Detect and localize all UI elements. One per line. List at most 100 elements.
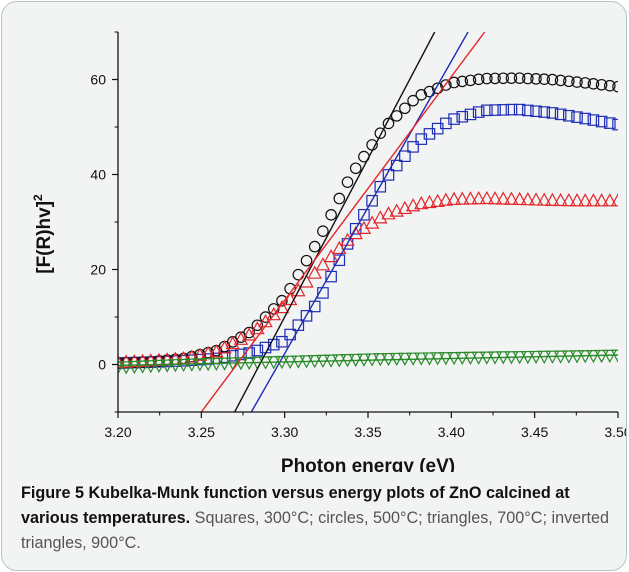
plot-area — [118, 32, 618, 412]
series-1-marker — [563, 75, 575, 88]
chart: 3.20 3.25 3.30 3.35 3.40 3.45 3.50 0 20 40 60 Phot… — [31, 31, 627, 472]
series-0-marker — [448, 113, 460, 125]
series-2-marker — [291, 283, 306, 297]
series-2-marker — [537, 192, 552, 206]
figure-caption: Figure 5 Kubelka-Munk function versus en… — [21, 481, 621, 556]
series-3-marker — [159, 359, 175, 373]
series-2-marker — [569, 193, 585, 207]
series-3-marker — [586, 350, 601, 364]
series-2-marker — [438, 192, 454, 206]
series-1-marker — [595, 78, 608, 91]
series-0-marker — [595, 115, 608, 128]
series-1-marker — [571, 76, 583, 88]
x-tick-label: 3.50 — [604, 424, 627, 440]
x-tick-label: 3.20 — [104, 424, 131, 440]
series-2-marker — [553, 192, 568, 207]
series-1-marker — [308, 240, 321, 253]
series-3-marker — [151, 359, 167, 374]
series-1-marker — [440, 79, 452, 91]
x-tick-label: 3.45 — [521, 424, 548, 440]
series-1-marker — [530, 73, 542, 85]
series-1-marker — [554, 74, 567, 87]
series-2-marker — [479, 190, 495, 205]
x-tick-label: 3.40 — [438, 424, 465, 440]
series-1-marker — [251, 319, 264, 332]
series-2-marker — [266, 307, 281, 321]
series-2-marker — [282, 291, 298, 306]
series-2-marker — [561, 192, 577, 207]
series-2-marker — [192, 347, 208, 361]
series-2-marker — [496, 191, 511, 205]
series-3-marker — [143, 360, 158, 374]
series-0-marker — [513, 103, 526, 116]
series-0-marker — [349, 222, 362, 235]
series-3-marker — [192, 358, 208, 372]
caption-title: Kubelka-Munk function versus energy plot… — [21, 484, 570, 527]
series-0-marker — [489, 104, 501, 116]
series-0-marker — [399, 150, 411, 163]
x-tick-label: 3.30 — [271, 424, 298, 440]
series-0-marker — [456, 110, 469, 123]
series-3-fit-line — [118, 354, 618, 367]
y-tick-label: 20 — [90, 262, 106, 278]
series-0-marker — [251, 344, 264, 357]
series-2-marker — [528, 192, 544, 206]
series-1-marker — [349, 162, 362, 175]
series-0-marker — [571, 111, 583, 123]
x-axis-title: Photon energy (eV) — [281, 456, 455, 472]
series-2-marker — [315, 257, 331, 271]
series-0-marker — [554, 108, 567, 121]
series-0-marker — [579, 112, 592, 125]
series-1-marker — [374, 127, 387, 140]
series-2-marker — [545, 192, 560, 206]
series-3-marker — [594, 349, 609, 364]
series-2-marker — [602, 193, 618, 207]
caption-body: Squares, 300°C; circles, 500°C; triangle… — [21, 509, 610, 552]
series-2-marker — [373, 210, 388, 224]
series-1-marker — [276, 294, 288, 307]
series-1-marker — [538, 73, 551, 85]
series-1-marker — [489, 72, 501, 85]
series-1-marker — [612, 80, 618, 93]
x-tick-label: 3.35 — [354, 424, 381, 440]
y-tick-label: 60 — [90, 72, 106, 88]
series-3-marker — [118, 361, 126, 375]
series-2-marker — [504, 191, 519, 205]
series-1-marker — [604, 79, 616, 92]
series-1-marker — [497, 72, 510, 85]
series-1-marker — [317, 225, 329, 237]
series-2-marker — [594, 193, 609, 207]
series-1-marker — [399, 102, 411, 115]
series-2-marker — [340, 232, 355, 246]
series-1-marker — [464, 74, 477, 87]
series-2-marker — [250, 321, 265, 335]
series-3-marker — [176, 358, 191, 373]
series-1-marker — [456, 75, 469, 88]
series-0-marker — [587, 114, 600, 126]
series-3-marker — [610, 349, 618, 363]
series-1-marker — [505, 72, 518, 84]
series-1-marker — [259, 311, 272, 323]
series-0-marker — [267, 338, 280, 351]
series-2-marker — [323, 248, 339, 263]
series-2-marker — [414, 196, 429, 210]
series-2-marker — [471, 190, 486, 205]
series-3-marker — [135, 360, 150, 374]
series-0-marker — [358, 208, 370, 221]
ticks: 3.20 3.25 3.30 3.35 3.40 3.45 3.50 0 20 40 60 — [90, 31, 627, 440]
series-1-fit-line — [234, 32, 436, 412]
series-1-marker — [390, 110, 403, 122]
series-0-marker — [407, 141, 419, 153]
series-0-marker — [505, 103, 518, 116]
series-1-marker — [292, 268, 305, 281]
y-tick-label: 40 — [90, 167, 106, 183]
series-0-marker — [300, 310, 313, 322]
series-2-marker — [422, 194, 437, 209]
series-0-marker — [382, 169, 395, 181]
series-1-marker — [448, 76, 460, 89]
caption-label: Figure 5 — [21, 484, 84, 502]
series-1-marker — [341, 176, 354, 188]
series-0-marker — [604, 117, 616, 129]
series-1-marker — [300, 254, 313, 267]
